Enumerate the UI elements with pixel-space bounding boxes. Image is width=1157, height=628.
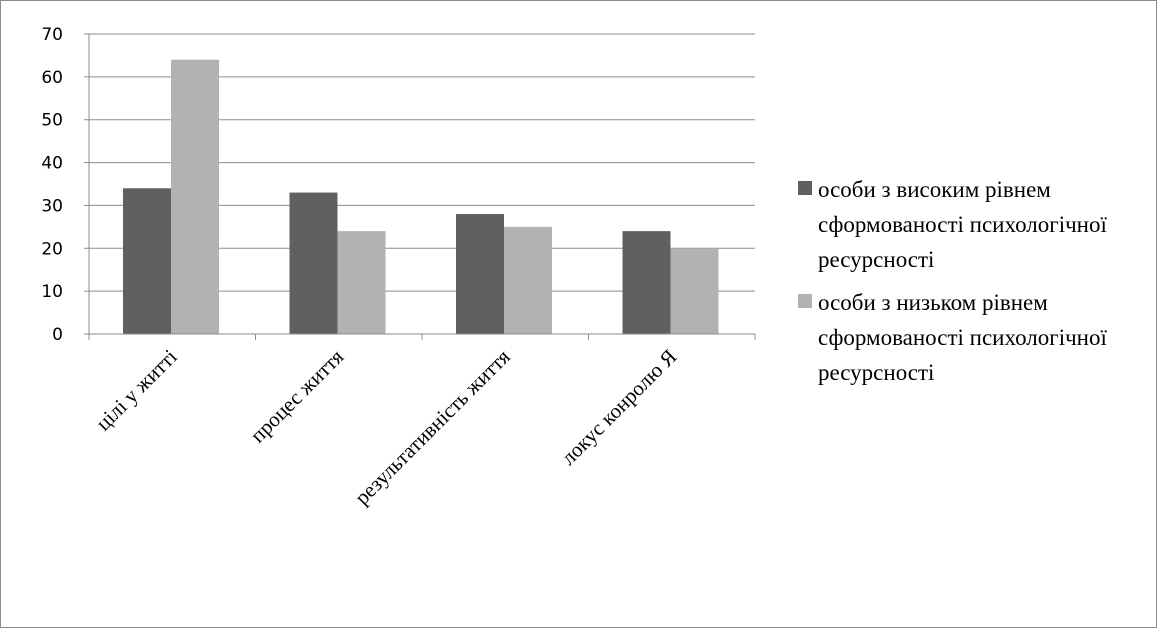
y-tick-label: 40: [41, 154, 63, 174]
legend-item-low: особи з низьком рівнем сформованості пси…: [796, 285, 1151, 390]
legend-label-low: особи з низьком рівнем сформованості пси…: [818, 290, 1107, 385]
bar-series2-1: [171, 59, 219, 334]
legend-swatch-high: [798, 181, 812, 195]
bars: [123, 59, 719, 334]
y-tick-label: 10: [41, 282, 63, 302]
bar-series2-2: [337, 231, 386, 334]
y-tick-label: 20: [41, 239, 63, 259]
bar-series1-3: [456, 214, 504, 334]
bar-series2-3: [504, 226, 552, 334]
bar-series1-2: [289, 192, 338, 334]
axes: [84, 33, 756, 340]
legend-label-high: особи з високим рівнем сформованості пси…: [818, 177, 1107, 272]
y-tick-label: 60: [41, 68, 63, 88]
y-tick-label: 30: [41, 196, 63, 216]
x-category-label: цілі у житті: [91, 344, 182, 435]
bar-series2-4: [670, 248, 719, 334]
bar-series1-4: [622, 231, 671, 334]
bar-series1-1: [123, 188, 171, 334]
legend-item-high: особи з високим рівнем сформованості пси…: [796, 172, 1151, 277]
legend-swatch-low: [798, 294, 812, 308]
y-tick-label: 70: [41, 25, 63, 45]
x-category-label: результативність життя: [350, 344, 515, 509]
x-category-label: процес життя: [245, 344, 348, 447]
y-tick-label: 50: [41, 111, 63, 131]
x-category-labels: цілі у житті процес життя результативність…: [91, 344, 681, 509]
x-category-label: локус конролю Я: [556, 345, 681, 470]
y-tick-labels: 0 10 20 30 40 50 60 70: [41, 25, 63, 345]
legend: особи з високим рівнем сформованості пси…: [796, 172, 1151, 398]
y-tick-label: 0: [52, 325, 63, 345]
